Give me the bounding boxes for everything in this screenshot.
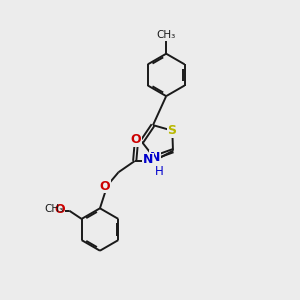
Text: S: S [167,124,176,137]
Text: CH₃: CH₃ [157,30,176,40]
Text: H: H [155,165,164,178]
Text: N: N [143,153,153,166]
Text: O: O [100,179,110,193]
Text: O: O [54,203,65,216]
Text: CH₃: CH₃ [45,205,64,214]
Text: N: N [149,151,160,164]
Text: O: O [131,133,142,146]
